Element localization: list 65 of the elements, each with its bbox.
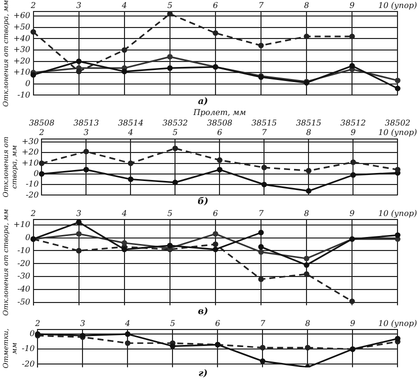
x-tick-label: 5: [170, 318, 176, 328]
text: а): [198, 96, 208, 107]
y-tick-label: +10: [13, 220, 30, 229]
x-tick-label: 2: [30, 0, 36, 10]
x-tick-label: 6: [212, 208, 218, 218]
y-tick-label: +20: [13, 56, 30, 66]
text: г): [198, 368, 208, 379]
x-tick-label: 4: [120, 0, 127, 10]
x-tick-label: 8: [305, 318, 310, 328]
x-tick-label: 9: [350, 318, 356, 328]
text: б): [198, 196, 208, 207]
x-tick-label: 6: [215, 318, 220, 328]
x-tick-label: 3: [80, 318, 86, 328]
x-tick-label: 9: [350, 208, 355, 218]
x-tick-label: 38508 2: [28, 118, 54, 138]
y-tick-label: 0: [25, 78, 30, 88]
x-tick-label: 4: [124, 318, 130, 328]
y-tick-label: +60: [13, 11, 30, 20]
y-tick-label: -20: [22, 359, 35, 368]
x-tick-label: 10 (упор): [378, 208, 418, 218]
y-tick-label: -50: [17, 298, 30, 307]
y-tick-label: 0: [34, 168, 39, 178]
y-tick-label: 0: [25, 232, 30, 242]
x-tick-label: 4: [120, 208, 127, 218]
y-tick-label: +10: [13, 68, 30, 77]
y-tick-label: +10: [22, 158, 39, 168]
y-tick-label: +50: [13, 22, 30, 32]
y-tick-label: 0: [30, 329, 35, 338]
x-tick-label: 8: [304, 0, 310, 10]
x-tick-label: 38512 9: [340, 118, 366, 138]
y-tick-label: -10: [26, 180, 39, 189]
y-tick-label: -40: [17, 284, 30, 294]
x-axis-title: Пролет, мм: [192, 108, 246, 117]
x-tick-label: 38513 3: [73, 118, 99, 138]
y-tick-label: -20: [17, 258, 30, 268]
y-tick-label: +30: [13, 45, 30, 54]
y-tick-label: -10: [22, 344, 35, 354]
x-tick-label: 38515 8: [296, 118, 322, 138]
y-tick-label: -30: [17, 272, 30, 281]
x-tick-label: 38502 10 (упор): [378, 118, 418, 138]
x-tick-label: 2: [34, 318, 40, 328]
x-tick-label: 10 (упор): [378, 0, 418, 10]
x-tick-label: 9: [350, 0, 355, 10]
x-tick-label: 3: [76, 208, 82, 218]
x-tick-label: 5: [167, 0, 172, 10]
x-tick-label: 38514 4: [118, 118, 144, 138]
y-tick-label: +30: [22, 137, 39, 146]
text: в): [198, 306, 208, 317]
y-tick-label: -20: [26, 190, 39, 200]
y-tick-label: -10: [17, 90, 30, 100]
x-tick-label: 38532 5: [162, 118, 188, 138]
y-tick-label: +40: [13, 34, 30, 43]
x-tick-label: 3: [76, 0, 82, 10]
y-tick-label: -10: [17, 246, 30, 255]
x-tick-label: 5: [167, 208, 172, 218]
x-tick-label: 2: [30, 208, 36, 218]
y-tick-label: +20: [22, 148, 39, 157]
x-tick-label: 38515 7: [251, 118, 277, 138]
x-tick-label: 38508 6: [206, 118, 232, 138]
x-tick-label: 10 (упор): [378, 318, 418, 328]
x-tick-label: 8: [304, 208, 310, 218]
x-tick-label: 7: [260, 318, 266, 328]
x-tick-label: 7: [258, 208, 264, 218]
x-tick-label: 6: [212, 0, 218, 10]
x-tick-label: 7: [258, 0, 264, 10]
